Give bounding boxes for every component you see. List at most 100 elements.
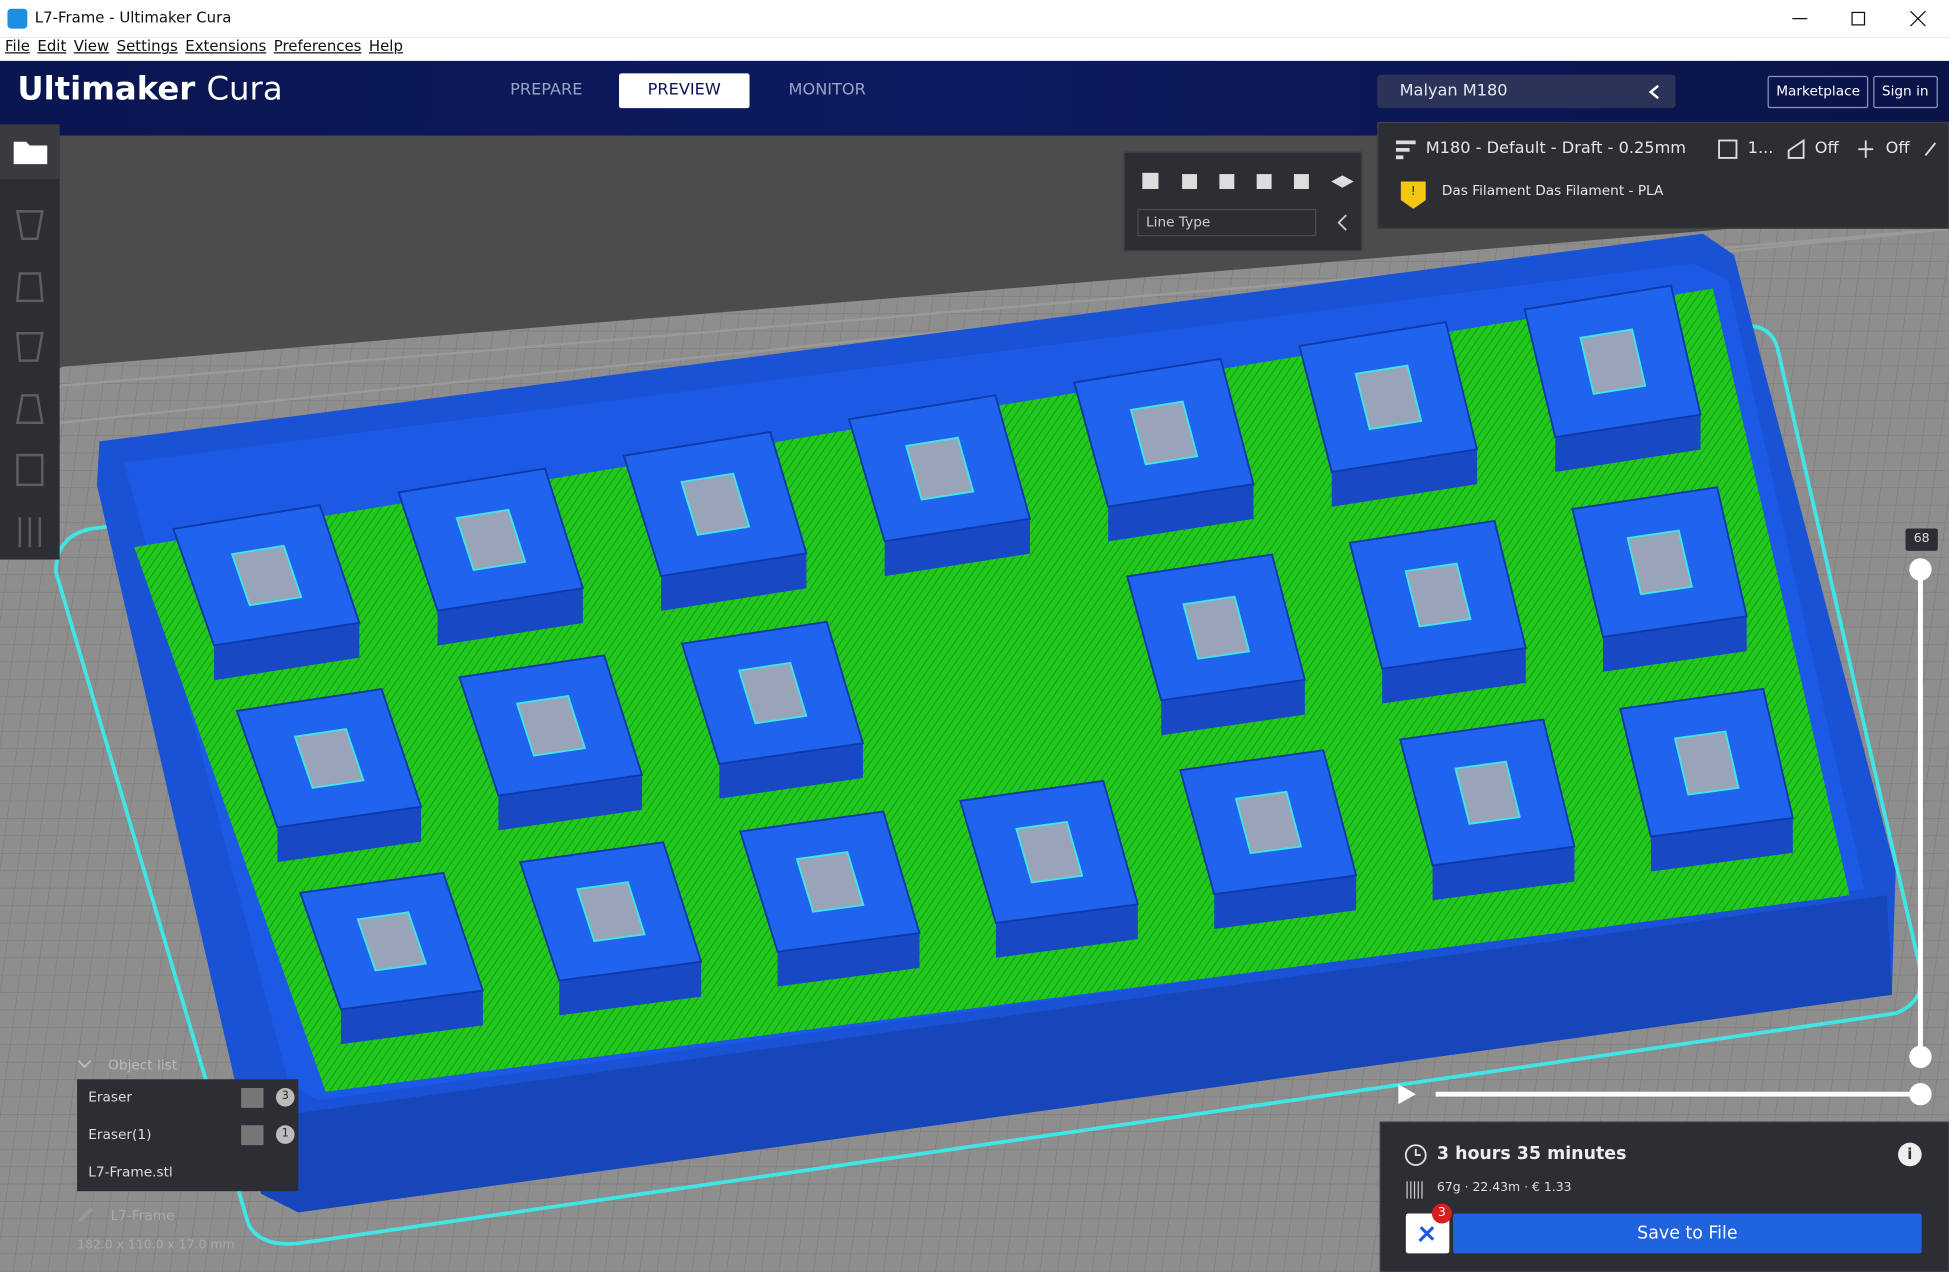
support: Off	[1814, 139, 1839, 158]
compartment-wall	[1161, 679, 1305, 736]
sign-in-button[interactable]: Sign in	[1873, 75, 1938, 109]
compartment-hole	[1182, 595, 1251, 660]
color-scheme-dropdown[interactable]: Line Type	[1137, 208, 1317, 237]
compartment-wall	[277, 806, 422, 863]
view-panel: Line Type	[1123, 151, 1363, 252]
adhesion: Off	[1885, 139, 1910, 158]
window-title: L7-Frame - Ultimaker Cura	[34, 8, 232, 27]
compartment-hole	[795, 851, 865, 913]
object-name: Eraser(1)	[88, 1126, 152, 1143]
compartment-hole	[1673, 730, 1740, 796]
compartment-wall	[1108, 484, 1254, 542]
compartment-wall	[1555, 414, 1701, 473]
model-dimensions: 182.0 x 110.0 x 17.0 mm	[77, 1238, 235, 1253]
mesh-icon	[241, 1125, 264, 1146]
collapse-chevron[interactable]	[1336, 214, 1348, 231]
wrench-icon	[1418, 1226, 1435, 1243]
mesh-icon	[241, 1087, 264, 1108]
clock-icon	[1404, 1144, 1427, 1166]
compartment-hole	[1354, 364, 1423, 431]
menu-item[interactable]: File	[4, 37, 30, 55]
menu-item[interactable]: Extensions	[185, 37, 267, 55]
compartment-wall	[1331, 449, 1478, 507]
profile-name: M180 - Default - Draft - 0.25mm	[1425, 139, 1687, 158]
brand-name: Ultimaker	[17, 70, 196, 109]
product-name: Cura	[206, 70, 283, 109]
compartment-wall	[884, 518, 1030, 577]
compartment-wall	[498, 774, 643, 831]
compartment-wall	[1650, 817, 1793, 872]
compartment-wall	[719, 743, 863, 799]
title-bar: L7-Frame - Ultimaker Cura	[0, 0, 1949, 38]
printer-selector[interactable]: Malyan M180	[1377, 74, 1676, 109]
menu-item[interactable]: Preferences	[273, 37, 362, 55]
window-controls[interactable]	[1777, 6, 1939, 31]
spool-icon	[1406, 1181, 1423, 1199]
tool-bar	[0, 124, 60, 560]
compartment-wall	[437, 588, 583, 646]
menu-item[interactable]: View	[73, 37, 110, 55]
collapse-icon[interactable]	[77, 1057, 92, 1072]
notification-badge: 3	[1431, 1203, 1452, 1224]
material-name: Das Filament Das Filament - PLA	[1441, 182, 1664, 199]
view-buttons[interactable]	[1135, 168, 1359, 195]
compartment-hole	[1404, 562, 1472, 628]
compartment-wall	[1432, 846, 1575, 901]
compartment-wall	[1603, 616, 1747, 672]
compartment-hole	[576, 881, 646, 943]
compartment-wall	[1382, 648, 1526, 704]
print-time: 3 hours 35 minutes	[1436, 1143, 1627, 1164]
compartment-hole	[455, 508, 527, 572]
material-icon: !	[1400, 181, 1426, 209]
estimate-panel: 3 hours 35 minutes i 67g · 22.43m · € 1.…	[1379, 1121, 1949, 1272]
menu-item[interactable]: Help	[368, 37, 403, 55]
object-row[interactable]: Eraser 3	[77, 1079, 298, 1116]
save-button[interactable]: Save to File	[1453, 1213, 1922, 1254]
compartment-wall	[661, 553, 807, 611]
print-setup-panel[interactable]: M180 - Default - Draft - 0.25mm 1... Off…	[1377, 121, 1949, 229]
menu-item[interactable]: Edit	[37, 37, 67, 55]
infill: 1...	[1747, 139, 1774, 158]
compartment-wall	[214, 622, 360, 681]
stage-tab[interactable]: MONITOR	[788, 80, 866, 100]
compartment-hole	[1234, 790, 1303, 855]
marketplace-button[interactable]: Marketplace	[1767, 75, 1869, 109]
menu-item[interactable]: Settings	[116, 37, 178, 55]
tool-icons	[15, 210, 44, 548]
svg-text:!: !	[1411, 183, 1416, 198]
profile-icon	[1395, 140, 1416, 160]
compartment-wall	[995, 904, 1138, 958]
edit-icon	[78, 1207, 94, 1223]
object-list-title: Object list	[108, 1056, 178, 1074]
stage-tab[interactable]: PREVIEW	[619, 73, 750, 109]
app-icon	[7, 8, 28, 29]
compartment-wall	[1214, 875, 1357, 930]
object-name: L7-Frame.stl	[88, 1163, 173, 1180]
model-name: L7-Frame	[110, 1207, 175, 1224]
folder-icon	[13, 141, 48, 165]
compartment-hole	[1579, 328, 1647, 395]
extruder-badge: 3	[275, 1087, 295, 1107]
compartment-hole	[1626, 529, 1694, 596]
object-row[interactable]: L7-Frame.stl	[77, 1154, 298, 1191]
open-button[interactable]	[0, 124, 60, 180]
color-scheme: Line Type	[1146, 213, 1211, 231]
compartment-hole	[905, 436, 975, 501]
compartment-hole	[230, 544, 303, 607]
object-row[interactable]: Eraser(1) 1	[77, 1117, 298, 1154]
stage-tab[interactable]: PREPARE	[510, 80, 583, 100]
material-estimate: 67g · 22.43m · € 1.33	[1436, 1181, 1572, 1195]
layer-sliders[interactable]	[1386, 553, 1949, 1113]
compartment-wall	[777, 933, 920, 987]
object-list: Eraser 3 Eraser(1) 1 L7-Frame.stl	[77, 1079, 299, 1192]
tray-side	[254, 895, 1892, 1213]
compartment-hole	[515, 694, 587, 757]
compartment-hole	[1454, 760, 1521, 825]
extruder-badge: 1	[275, 1125, 295, 1144]
compartment-hole	[293, 728, 365, 789]
object-name: Eraser	[88, 1089, 133, 1106]
info-button[interactable]: i	[1898, 1142, 1922, 1167]
compartment-hole	[1015, 820, 1084, 884]
